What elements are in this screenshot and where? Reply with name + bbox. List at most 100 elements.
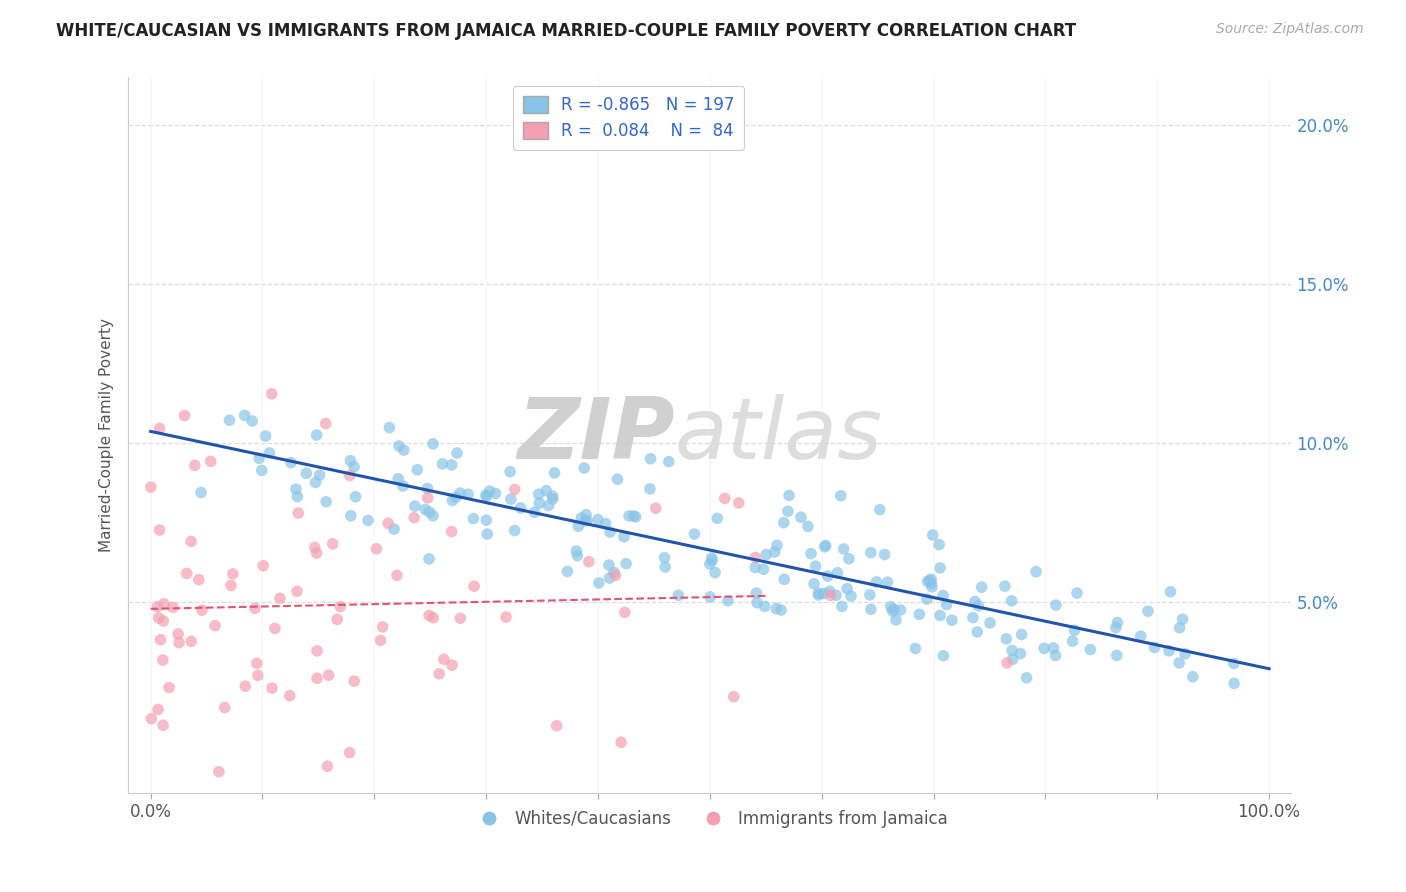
Point (444, 490, 467, 504)
Point (477, 527, 499, 541)
Point (1143, 640, 1166, 655)
Point (167, 635, 190, 649)
Point (285, 584, 308, 599)
Text: ZIP: ZIP (517, 393, 675, 476)
Point (475, 488, 498, 502)
Point (915, 592, 938, 607)
Point (727, 496, 749, 510)
Point (1168, 621, 1191, 635)
Point (1168, 656, 1191, 670)
Point (269, 591, 291, 606)
Point (613, 530, 636, 544)
Point (908, 607, 931, 622)
Point (315, 495, 337, 509)
Point (304, 541, 326, 555)
Point (640, 451, 662, 466)
Point (869, 502, 891, 516)
Text: WHITE/CAUCASIAN VS IMMIGRANTS FROM JAMAICA MARRIED-COUPLE FAMILY POVERTY CORRELA: WHITE/CAUCASIAN VS IMMIGRANTS FROM JAMAI… (56, 22, 1077, 40)
Point (478, 484, 501, 499)
Point (243, 601, 266, 615)
Point (316, 759, 339, 773)
Point (1129, 629, 1152, 643)
Point (315, 417, 337, 431)
Point (883, 602, 905, 616)
Point (1171, 612, 1194, 626)
Point (744, 560, 766, 574)
Point (537, 499, 560, 513)
Point (1222, 657, 1244, 671)
Point (904, 641, 927, 656)
Point (699, 590, 721, 604)
Point (1045, 648, 1067, 663)
Point (830, 489, 852, 503)
Point (440, 658, 463, 673)
Point (1107, 615, 1129, 630)
Point (167, 627, 190, 641)
Point (623, 508, 645, 523)
Point (873, 548, 896, 562)
Point (879, 599, 901, 614)
Point (326, 612, 349, 626)
Point (666, 588, 689, 602)
Point (918, 574, 941, 588)
Point (995, 632, 1018, 646)
Point (644, 501, 666, 516)
Point (149, 421, 172, 435)
Point (610, 735, 633, 749)
Point (329, 599, 352, 614)
Point (176, 566, 198, 581)
Point (427, 666, 450, 681)
Point (595, 516, 617, 531)
Point (382, 522, 405, 536)
Point (1045, 598, 1067, 612)
Y-axis label: Married-Couple Family Poverty: Married-Couple Family Poverty (100, 318, 114, 552)
Point (433, 652, 456, 666)
Point (790, 510, 813, 524)
Point (378, 420, 401, 434)
Text: Source: ZipAtlas.com: Source: ZipAtlas.com (1216, 22, 1364, 37)
Point (222, 566, 245, 581)
Point (295, 467, 318, 481)
Point (503, 524, 526, 538)
Point (406, 463, 429, 477)
Point (387, 472, 409, 486)
Point (173, 409, 195, 423)
Point (963, 594, 986, 608)
Point (752, 562, 775, 576)
Point (318, 668, 340, 682)
Point (803, 577, 825, 591)
Point (339, 508, 361, 523)
Point (920, 573, 942, 587)
Point (1015, 671, 1038, 685)
Point (457, 487, 479, 501)
Point (1160, 584, 1182, 599)
Point (240, 414, 263, 428)
Point (820, 588, 842, 602)
Point (865, 574, 887, 589)
Point (307, 644, 329, 658)
Point (932, 589, 955, 603)
Point (654, 560, 676, 574)
Point (541, 491, 564, 506)
Point (575, 513, 598, 527)
Point (932, 648, 955, 663)
Point (278, 689, 301, 703)
Point (683, 527, 706, 541)
Point (339, 454, 361, 468)
Point (441, 493, 464, 508)
Point (605, 568, 627, 582)
Point (1025, 565, 1047, 579)
Point (260, 387, 283, 401)
Point (876, 575, 898, 590)
Point (475, 513, 498, 527)
Point (499, 465, 522, 479)
Point (141, 712, 163, 726)
Point (567, 549, 589, 563)
Point (706, 511, 728, 525)
Point (152, 718, 174, 732)
Point (776, 504, 799, 518)
Point (250, 463, 273, 477)
Point (422, 611, 444, 625)
Point (606, 472, 628, 486)
Point (148, 611, 170, 625)
